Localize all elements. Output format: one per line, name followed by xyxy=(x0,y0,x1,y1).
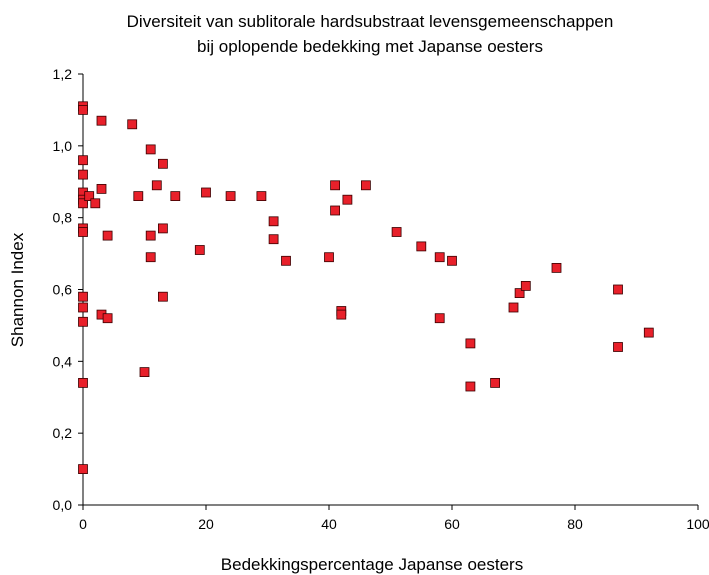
chart-title-line-2: bij oplopende bedekking met Japanse oest… xyxy=(197,37,543,56)
data-point xyxy=(102,313,113,324)
y-axis-label: Shannon Index xyxy=(8,232,27,347)
data-point xyxy=(360,180,371,191)
data-point xyxy=(514,288,525,299)
data-point xyxy=(96,183,107,194)
data-point xyxy=(268,216,279,227)
data-point xyxy=(78,198,88,209)
data-point xyxy=(268,234,279,245)
data-point xyxy=(490,377,501,388)
data-point xyxy=(201,187,211,198)
x-axis-label: Bedekkingspercentage Japanse oesters xyxy=(221,555,523,574)
data-point xyxy=(643,327,654,338)
data-point xyxy=(90,198,101,209)
data-point xyxy=(613,342,623,352)
data-point xyxy=(551,262,562,273)
data-point xyxy=(330,180,341,191)
y-tick-label: 0,4 xyxy=(53,353,73,369)
data-point xyxy=(434,252,445,263)
x-tick-label: 60 xyxy=(444,516,460,532)
data-point xyxy=(78,227,88,237)
y-tick-label: 0,6 xyxy=(53,282,73,298)
chart-title-line-1: Diversiteit van sublitorale hardsubstraa… xyxy=(127,12,614,31)
data-point xyxy=(145,144,156,155)
data-point xyxy=(78,105,88,115)
x-tick-label: 20 xyxy=(198,516,214,532)
data-point xyxy=(194,245,205,255)
data-point xyxy=(102,230,113,241)
data-point xyxy=(78,316,88,327)
data-point xyxy=(416,241,427,252)
y-tick-label: 1,2 xyxy=(53,66,73,82)
data-point xyxy=(78,291,88,302)
y-tick-label: 0,8 xyxy=(53,210,73,226)
data-points xyxy=(78,101,654,475)
data-point xyxy=(157,223,168,234)
data-point xyxy=(145,252,156,263)
data-point xyxy=(447,255,457,266)
data-point xyxy=(78,169,88,180)
data-point xyxy=(508,302,519,313)
data-point xyxy=(78,377,88,388)
data-point xyxy=(133,191,144,202)
data-point xyxy=(256,191,267,202)
data-point xyxy=(281,255,291,266)
data-point xyxy=(324,252,334,263)
x-axis-ticks: 0 20 40 60 80 100 xyxy=(79,505,709,532)
data-point xyxy=(96,115,107,126)
x-tick-label: 40 xyxy=(321,516,337,532)
data-point xyxy=(434,313,445,324)
data-point xyxy=(225,191,236,202)
y-tick-label: 0,0 xyxy=(53,497,73,513)
x-tick-label: 80 xyxy=(567,516,583,532)
data-point xyxy=(157,158,168,169)
data-point xyxy=(613,284,623,295)
data-point xyxy=(170,191,181,202)
data-point xyxy=(78,302,88,313)
data-point xyxy=(145,230,156,241)
data-point xyxy=(520,280,531,291)
y-tick-label: 1,0 xyxy=(53,138,73,154)
data-point xyxy=(391,227,402,237)
data-point xyxy=(84,191,95,202)
data-point xyxy=(465,381,476,392)
data-point xyxy=(336,309,347,320)
data-point xyxy=(342,194,353,205)
data-point xyxy=(330,205,341,216)
data-point xyxy=(151,180,162,191)
y-tick-label: 0,2 xyxy=(53,425,73,441)
data-point xyxy=(465,338,476,349)
y-axis-ticks: 0,0 0,2 0,4 0,6 0,8 1,0 1,2 xyxy=(53,66,83,513)
data-point xyxy=(127,119,138,130)
data-point xyxy=(78,155,88,166)
data-point xyxy=(157,291,168,302)
x-tick-label: 0 xyxy=(79,516,87,532)
data-point xyxy=(78,464,88,475)
x-tick-label: 100 xyxy=(686,516,709,532)
data-point xyxy=(139,367,150,378)
